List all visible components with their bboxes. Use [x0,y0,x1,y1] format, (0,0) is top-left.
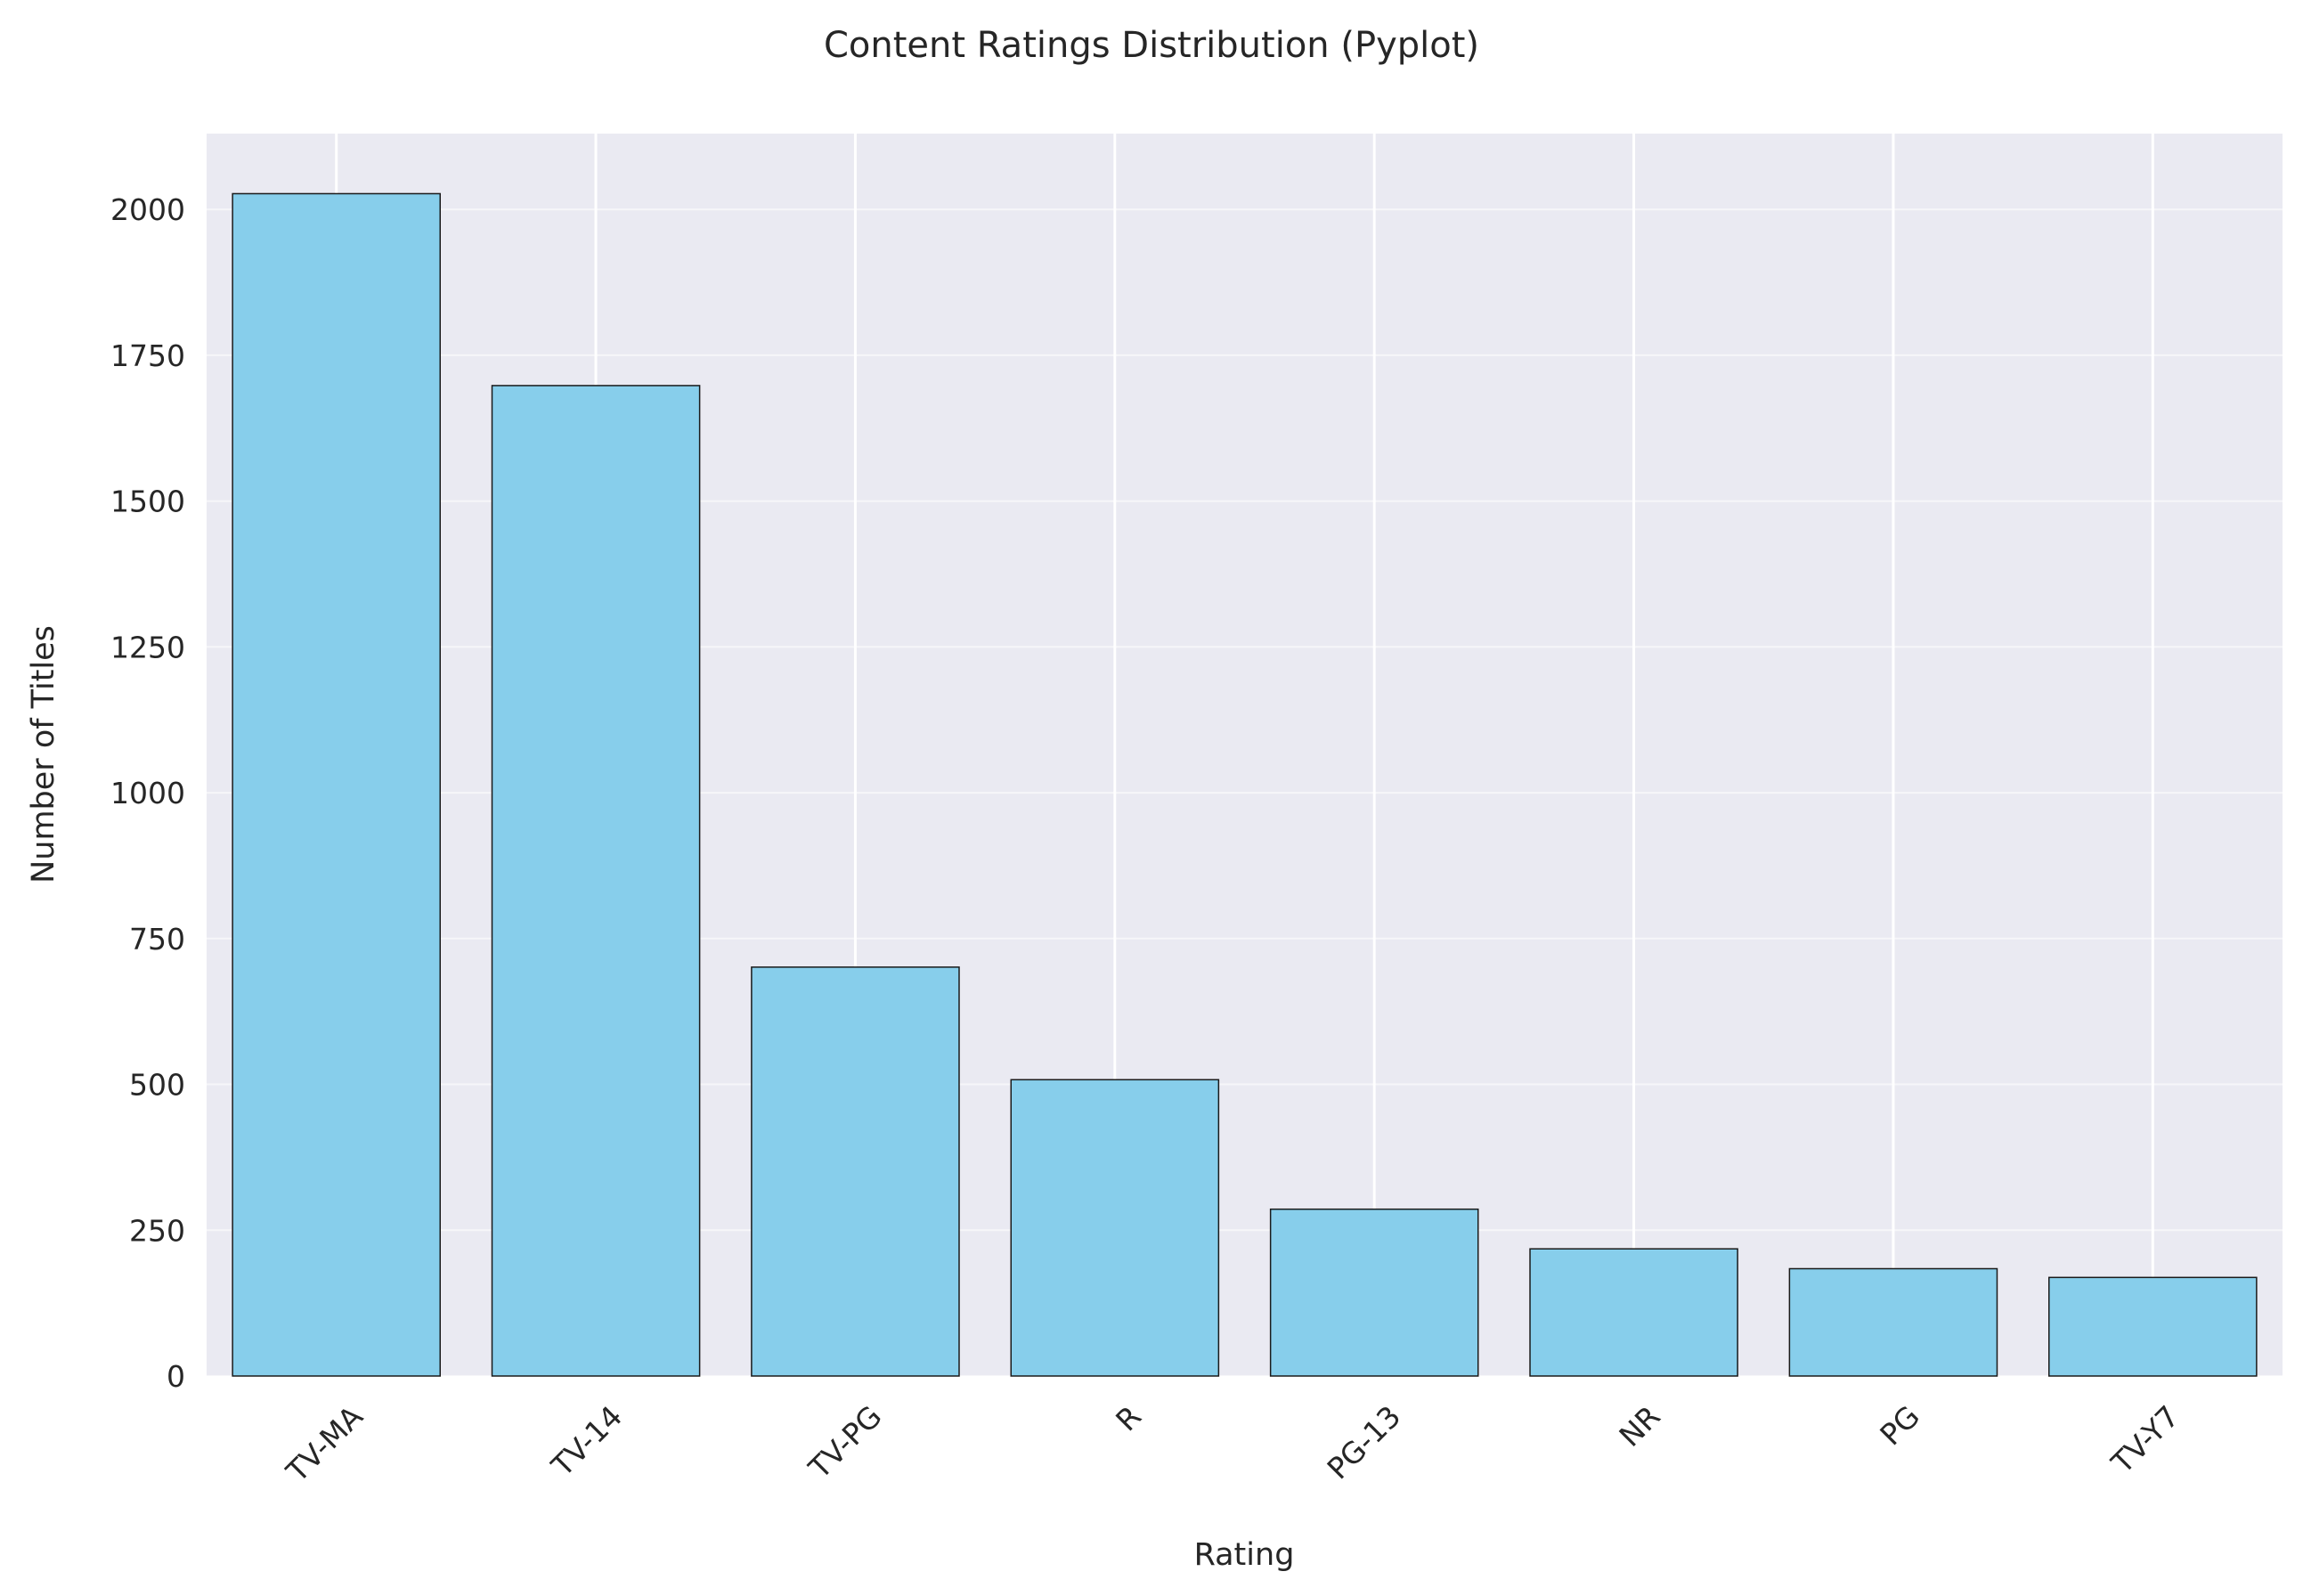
bar-pg-13 [1269,1208,1479,1377]
y-tick-label: 1250 [110,630,185,664]
y-tick-label: 2000 [110,192,185,227]
x-tick-label: R [1109,1399,1148,1438]
y-tick-label: 250 [129,1213,185,1248]
y-tick-label: 750 [129,922,185,957]
x-tick-label: PG [1873,1399,1926,1453]
x-axis-label: Rating [1194,1537,1295,1573]
x-tick-label: PG-13 [1321,1399,1408,1486]
y-tick-label: 0 [167,1359,185,1394]
bar-pg [1788,1267,1998,1377]
bar-tv-14 [491,385,701,1377]
y-axis-ticks: 0 250 500 750 1000 1250 1500 1750 2000 [110,192,185,1394]
x-tick-label: TV-Y7 [2104,1399,2186,1481]
chart-title: Content Ratings Distribution (Pyplot) [824,25,1479,66]
bar-nr [1529,1248,1738,1377]
bar-tv-ma [232,192,441,1377]
bar-tv-y7 [2048,1276,2258,1377]
y-tick-label: 1750 [110,338,185,373]
bars [232,192,2258,1377]
x-tick-label: NR [1613,1399,1667,1454]
y-tick-label: 500 [129,1068,185,1103]
x-tick-label: TV-MA [279,1398,370,1489]
bar-tv-pg [751,966,960,1377]
y-tick-label: 1000 [110,776,185,810]
y-tick-label: 1500 [110,484,185,519]
x-tick-label: TV-14 [544,1399,629,1484]
x-tick-label: TV-PG [802,1399,889,1486]
x-axis-ticks: TV-MA TV-14 TV-PG R PG-13 NR PG TV-Y7 [279,1398,2185,1489]
bar-r [1010,1079,1220,1377]
y-axis-label: Number of Titles [26,625,61,884]
